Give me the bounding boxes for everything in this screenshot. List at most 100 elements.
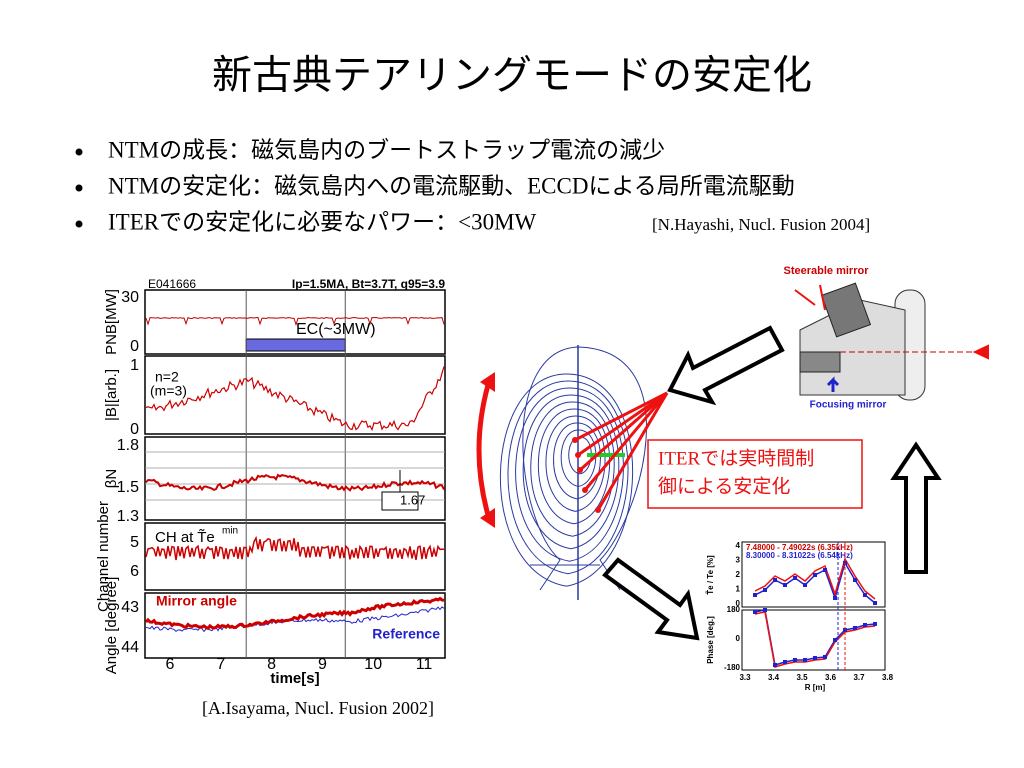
panel-frame bbox=[144, 436, 446, 521]
y-axis-label: βN bbox=[103, 469, 120, 488]
hollow-arrow bbox=[890, 441, 942, 574]
bullet-text: NTMの安定化：磁気島内への電流駆動、ECCDによる局所電流駆動 bbox=[108, 173, 795, 198]
inset-x-tick: 3.5 bbox=[796, 673, 808, 682]
inset-point bbox=[753, 610, 757, 614]
ray-tip bbox=[582, 487, 588, 493]
inset-x-tick: 3.3 bbox=[739, 673, 751, 682]
reference: [N.Hayashi, Nucl. Fusion 2004] bbox=[652, 215, 870, 234]
beta-trace bbox=[145, 473, 445, 492]
y-axis-label: Angle [degree] bbox=[103, 577, 120, 675]
y-axis-label: Channel number bbox=[95, 501, 112, 612]
inset-point bbox=[783, 660, 787, 664]
inset-point bbox=[763, 588, 767, 592]
channel-trace bbox=[145, 535, 444, 561]
y-axis-label: PNB[MW] bbox=[103, 289, 120, 355]
y-tick-label: 1 bbox=[130, 357, 139, 374]
steering-arrow bbox=[476, 384, 491, 516]
panel-frame bbox=[144, 355, 446, 435]
mirror-angle-trace bbox=[144, 596, 445, 631]
mirror bbox=[820, 282, 872, 338]
ray-tip bbox=[575, 452, 581, 458]
panel-note: Mirror angle bbox=[156, 593, 237, 609]
inset-point bbox=[763, 608, 767, 612]
bullet bbox=[75, 148, 83, 156]
hollow-arrow bbox=[602, 557, 700, 641]
inset-point bbox=[873, 601, 877, 605]
inset-y-tick: 180 bbox=[727, 605, 741, 614]
caption: [A.Isayama, Nucl. Fusion 2002] bbox=[202, 698, 434, 718]
bullet-text: NTMの成長：磁気島内のブートストラップ電流の減少 bbox=[108, 137, 665, 162]
inset-point bbox=[803, 583, 807, 587]
inset-y-tick: -180 bbox=[724, 663, 741, 672]
y-tick-label: 0 bbox=[130, 421, 139, 438]
beam-arrow bbox=[794, 284, 989, 360]
inset-point bbox=[753, 593, 757, 597]
y-tick-label: 30 bbox=[121, 289, 139, 306]
inset-point bbox=[823, 655, 827, 659]
inset-point bbox=[803, 658, 807, 662]
inset-y-label: T̃e / Te [%] bbox=[706, 555, 715, 595]
right-figure: Steerable mirror Focusing mirror ITERでは実時間… bbox=[476, 265, 989, 692]
flux-surface bbox=[522, 394, 620, 550]
inset-point bbox=[833, 596, 837, 600]
inset-point bbox=[793, 576, 797, 580]
ec-ray bbox=[596, 392, 669, 511]
y-tick-label: 5 bbox=[130, 534, 139, 551]
bullets: NTMの成長：磁気島内のブートストラップ電流の減少 NTMの安定化：磁気島内への… bbox=[75, 137, 870, 234]
panel-note: 1.67 bbox=[400, 492, 425, 507]
inset-point bbox=[833, 638, 837, 642]
inset-y-tick: 1 bbox=[736, 585, 741, 594]
ray-tip bbox=[577, 467, 583, 473]
ec-pulse bbox=[245, 338, 346, 352]
inset-point bbox=[773, 663, 777, 667]
x-tick-label: 8 bbox=[267, 656, 276, 673]
inset-x-tick: 3.8 bbox=[882, 673, 894, 682]
panel-note: Reference bbox=[372, 626, 440, 642]
b-trace bbox=[145, 366, 445, 432]
y-tick-label: 43 bbox=[121, 599, 139, 616]
x-tick-label: 9 bbox=[318, 656, 327, 673]
y-tick-label: 44 bbox=[121, 639, 139, 656]
slide-title: 新古典テアリングモードの安定化 bbox=[212, 54, 812, 98]
focus-mirror bbox=[799, 351, 841, 373]
inset-point bbox=[813, 573, 817, 577]
ec-ray bbox=[583, 392, 669, 491]
inset-panel bbox=[741, 541, 886, 608]
panel-frame bbox=[144, 289, 446, 355]
bullet bbox=[75, 184, 83, 192]
inset-point bbox=[853, 578, 857, 582]
arrow-head bbox=[480, 372, 495, 528]
inset-point bbox=[773, 578, 777, 582]
inset-x-label: R [m] bbox=[805, 683, 826, 692]
inset-point bbox=[813, 656, 817, 660]
y-tick-label: 0 bbox=[130, 338, 139, 355]
inset-y-tick: 4 bbox=[736, 541, 741, 550]
inset-legend: 7.48000 - 7.49022s (6.35kHz) bbox=[746, 543, 853, 552]
callout-text: 御による安定化 bbox=[658, 475, 790, 497]
inset-y-tick: 2 bbox=[736, 570, 741, 579]
inset-x-tick: 3.6 bbox=[825, 673, 837, 682]
flux-surface bbox=[568, 436, 592, 475]
inset-point bbox=[853, 626, 857, 630]
hollow-arrow bbox=[667, 325, 785, 406]
panel-note: (m=3) bbox=[150, 383, 187, 399]
panel-note: CH at T̃e bbox=[155, 528, 215, 545]
y-tick-label: 1.3 bbox=[117, 508, 139, 525]
reference-trace bbox=[145, 606, 445, 633]
bullet-text: ITERでの安定化に必要なパワー：<30MW bbox=[108, 209, 537, 234]
plasma-params: Ip=1.5MA, Bt=3.7T, q95=3.9 bbox=[292, 277, 445, 291]
separatrix bbox=[522, 346, 647, 591]
x-axis-label: time[s] bbox=[270, 670, 319, 687]
panel-note: EC(~3MW) bbox=[296, 321, 376, 338]
ray-tip bbox=[572, 437, 578, 443]
flux-surface bbox=[545, 415, 606, 512]
x-tick-label: 10 bbox=[364, 656, 382, 673]
inset-point bbox=[863, 623, 867, 627]
y-tick-label: 6 bbox=[130, 563, 139, 580]
panel-note: n=2 bbox=[155, 369, 179, 385]
x-tick-label: 7 bbox=[216, 656, 225, 673]
callout-box bbox=[647, 439, 863, 509]
inset-legend: 8.30000 - 8.31022s (6.54kHz) bbox=[746, 551, 853, 560]
inset-point bbox=[783, 583, 787, 587]
